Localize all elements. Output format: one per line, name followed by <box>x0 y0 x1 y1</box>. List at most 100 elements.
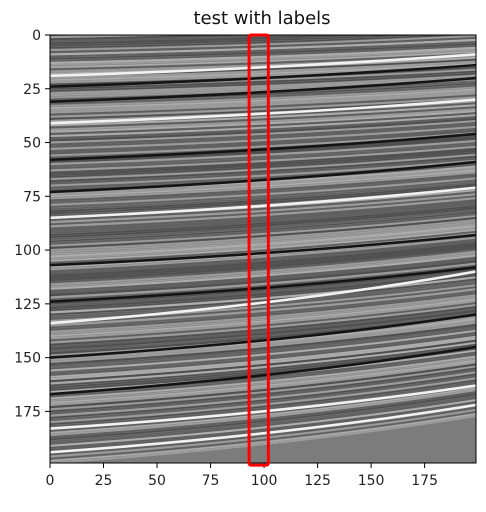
texture-line <box>50 171 476 200</box>
texture-line <box>50 389 476 437</box>
texture-line <box>50 373 476 419</box>
texture-line <box>50 337 476 381</box>
texture-line <box>50 209 476 241</box>
y-tick-label: 125 <box>14 297 41 313</box>
texture-line <box>50 215 476 247</box>
texture-line <box>50 201 476 232</box>
texture-line <box>50 159 476 187</box>
texture-line <box>50 288 476 327</box>
texture-line <box>50 321 476 363</box>
texture-line <box>50 294 476 333</box>
texture-line <box>50 167 476 196</box>
texture-line <box>50 229 476 262</box>
texture-line <box>50 230 476 264</box>
texture-line <box>50 76 476 97</box>
texture-line <box>50 60 476 80</box>
texture-line <box>50 114 476 137</box>
texture-line <box>50 369 476 415</box>
reflector-line <box>50 76 476 103</box>
texture-line <box>50 365 476 411</box>
texture-line <box>50 74 476 94</box>
texture-line <box>50 302 476 342</box>
texture-line <box>50 36 476 54</box>
texture-line <box>50 371 476 417</box>
texture-line <box>50 191 476 222</box>
texture-line <box>50 227 476 260</box>
texture-line <box>50 328 476 370</box>
chart-title: test with labels <box>193 8 330 29</box>
texture-line <box>50 40 476 58</box>
texture-line <box>50 282 476 320</box>
texture-line <box>50 353 476 398</box>
texture-line <box>50 335 476 378</box>
texture-line <box>50 326 476 368</box>
x-tick-label: 0 <box>46 473 55 489</box>
y-tick-label: 50 <box>23 136 41 152</box>
texture-line <box>50 70 476 90</box>
texture-line <box>50 290 476 329</box>
texture-line <box>50 307 476 348</box>
texture-line <box>50 51 476 69</box>
texture-line <box>50 48 476 66</box>
texture-line <box>50 411 476 460</box>
texture-line <box>50 35 476 51</box>
texture-line <box>50 244 476 279</box>
texture-line <box>50 387 476 434</box>
texture-line <box>50 185 476 215</box>
texture-line <box>50 306 476 346</box>
x-tick-label: 25 <box>95 473 113 489</box>
texture-line <box>50 357 476 402</box>
texture-line <box>50 142 476 167</box>
texture-line <box>50 345 476 389</box>
texture-line <box>50 207 476 239</box>
texture-line <box>50 108 476 131</box>
texture-line <box>50 195 476 226</box>
texture-line <box>50 363 476 409</box>
texture-line <box>50 377 476 424</box>
y-tick-label: 25 <box>23 82 41 98</box>
texture-line <box>50 300 476 340</box>
texture-line <box>50 124 476 148</box>
texture-line <box>50 270 476 308</box>
texture-line <box>50 367 476 413</box>
texture-line <box>50 393 476 441</box>
texture-line <box>50 399 476 447</box>
texture-line <box>50 84 476 105</box>
texture-line <box>50 94 476 116</box>
texture-line <box>50 183 476 213</box>
highlight-box <box>247 33 270 467</box>
x-tick-label: 75 <box>202 473 220 489</box>
x-tick-label: 125 <box>304 473 331 489</box>
texture-line <box>50 375 476 421</box>
texture-line <box>50 238 476 273</box>
texture-line <box>50 359 476 404</box>
texture-line <box>50 149 476 176</box>
x-tick-label: 50 <box>148 473 166 489</box>
y-tick-label: 75 <box>23 189 41 205</box>
reflector-line <box>50 98 476 125</box>
texture-line <box>50 129 476 155</box>
texture-line <box>50 125 476 151</box>
texture-line <box>50 106 476 129</box>
texture-line <box>50 147 476 174</box>
reflector-line <box>50 63 476 88</box>
texture-line <box>50 121 476 146</box>
texture-line <box>50 332 476 374</box>
texture-line <box>50 407 476 456</box>
x-tick-label: 175 <box>411 473 438 489</box>
texture-line <box>50 46 476 65</box>
texture-line <box>50 246 476 282</box>
texture-line <box>50 341 476 385</box>
texture-line <box>50 379 476 426</box>
texture-line <box>50 395 476 443</box>
texture-line <box>50 197 476 228</box>
texture-line <box>50 179 476 208</box>
texture-line <box>50 127 476 153</box>
texture-line <box>50 323 476 366</box>
texture-line <box>50 35 471 49</box>
texture-line <box>50 298 476 337</box>
texture-line <box>50 35 384 45</box>
texture-line <box>50 250 476 286</box>
texture-line <box>50 240 476 275</box>
